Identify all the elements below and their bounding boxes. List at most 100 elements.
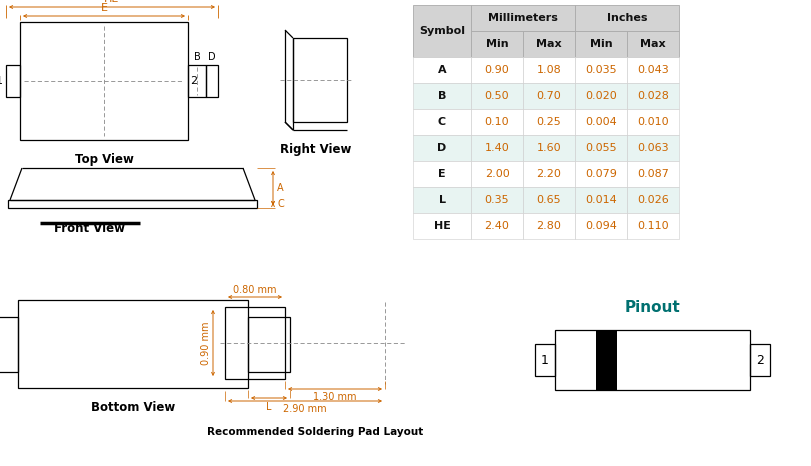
Bar [188,65,206,97]
Text: 0.079: 0.079 [585,169,617,179]
Text: 2: 2 [756,354,764,366]
Text: 0.90: 0.90 [485,65,509,75]
Text: 0.80 mm: 0.80 mm [234,285,277,295]
Bar [523,57,575,83]
Bar [627,57,679,83]
Bar [523,31,575,57]
Bar [413,57,471,83]
Bar [523,135,575,161]
Text: 0.90 mm: 0.90 mm [201,321,211,365]
Bar [471,57,523,83]
Text: Right View: Right View [281,143,352,156]
Bar [523,109,575,135]
Bar [248,316,290,371]
Text: 1.30 mm: 1.30 mm [313,392,357,402]
Bar [523,161,575,187]
Text: L: L [439,195,445,205]
Text: B: B [438,91,446,101]
Bar [413,135,471,161]
Text: 0.014: 0.014 [585,195,617,205]
Bar [0,316,18,371]
Text: 0.094: 0.094 [585,221,617,231]
Bar [575,213,627,239]
Text: 0.055: 0.055 [586,143,617,153]
Text: HE: HE [434,221,450,231]
Text: 0.50: 0.50 [485,91,509,101]
Text: Front View: Front View [54,222,126,235]
Text: A: A [277,183,284,193]
Text: D: D [437,143,447,153]
Text: Bottom View: Bottom View [91,401,175,414]
Text: Pinout: Pinout [624,300,680,315]
Text: 0.004: 0.004 [585,117,617,127]
Bar [575,187,627,213]
Text: 0.70: 0.70 [537,91,561,101]
Text: 0.026: 0.026 [637,195,669,205]
Bar [471,83,523,109]
Bar [8,200,257,208]
Bar [627,135,679,161]
Text: 1: 1 [0,76,3,86]
Text: 0.063: 0.063 [637,143,669,153]
Text: C: C [438,117,446,127]
Text: 2.00: 2.00 [485,169,509,179]
Text: 0.087: 0.087 [637,169,669,179]
Bar [18,300,248,388]
Bar [575,83,627,109]
Text: 0.010: 0.010 [637,117,669,127]
Bar [627,187,679,213]
Text: 2.90 mm: 2.90 mm [283,404,327,414]
Bar [471,109,523,135]
Text: 0.110: 0.110 [637,221,669,231]
Text: 2.20: 2.20 [537,169,561,179]
Bar [575,135,627,161]
Bar [627,31,679,57]
Text: 1.60: 1.60 [537,143,561,153]
Text: E: E [101,3,108,13]
Bar [555,330,750,390]
Text: Min: Min [590,39,612,49]
Text: 1.40: 1.40 [485,143,509,153]
Text: Max: Max [536,39,562,49]
Bar [596,330,617,390]
Bar [471,187,523,213]
Text: 0.25: 0.25 [537,117,561,127]
Text: Inches: Inches [607,13,647,23]
Text: Top View: Top View [75,153,134,166]
Text: A: A [438,65,446,75]
Bar [413,161,471,187]
Bar [471,5,575,31]
Bar [575,161,627,187]
Bar [293,38,347,122]
Text: 1: 1 [541,354,549,366]
Text: HE: HE [105,0,120,4]
Text: 0.65: 0.65 [537,195,561,205]
Text: 0.35: 0.35 [485,195,509,205]
Text: Symbol: Symbol [419,26,465,36]
Bar [471,161,523,187]
Text: Min: Min [486,39,508,49]
Bar [413,5,471,57]
Bar [471,213,523,239]
Text: C: C [277,199,284,209]
Text: 0.043: 0.043 [637,65,669,75]
Text: Max: Max [640,39,666,49]
Text: Recommended Soldering Pad Layout: Recommended Soldering Pad Layout [207,427,423,437]
Bar [627,161,679,187]
Text: 0.028: 0.028 [637,91,669,101]
Bar [523,213,575,239]
Bar [225,307,285,379]
Text: 2.80: 2.80 [537,221,561,231]
Text: 0.10: 0.10 [485,117,509,127]
Bar [627,109,679,135]
Text: 1.08: 1.08 [537,65,561,75]
Bar [750,344,770,376]
Bar [523,187,575,213]
Bar [413,187,471,213]
Text: E: E [438,169,446,179]
Bar [413,109,471,135]
Bar [413,83,471,109]
Text: L: L [266,402,272,412]
Text: D: D [208,52,216,62]
Bar [471,31,523,57]
